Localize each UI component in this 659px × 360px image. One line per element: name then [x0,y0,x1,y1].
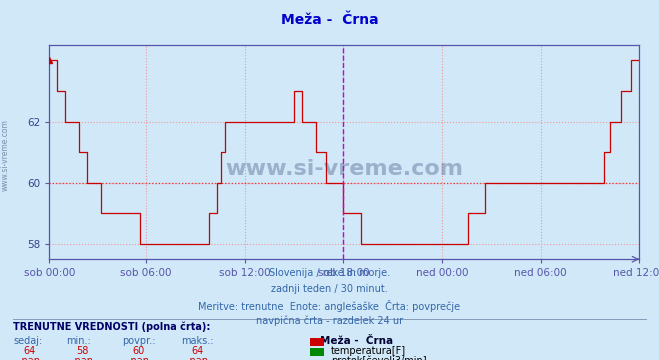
Text: Meritve: trenutne  Enote: anglešaške  Črta: povprečje: Meritve: trenutne Enote: anglešaške Črta… [198,300,461,312]
Text: min.:: min.: [66,336,91,346]
Text: www.si-vreme.com: www.si-vreme.com [1,119,10,191]
Text: -nan: -nan [71,356,94,360]
Text: -nan: -nan [186,356,209,360]
Text: 64: 64 [192,346,204,356]
Text: Meža -  Črna: Meža - Črna [320,336,393,346]
Text: www.si-vreme.com: www.si-vreme.com [225,159,463,179]
Text: 64: 64 [24,346,36,356]
Text: -nan: -nan [18,356,41,360]
Text: temperatura[F]: temperatura[F] [331,346,406,356]
Text: 60: 60 [132,346,144,356]
Text: maks.:: maks.: [181,336,214,346]
Text: Meža -  Črna: Meža - Črna [281,13,378,27]
Text: zadnji teden / 30 minut.: zadnji teden / 30 minut. [271,284,388,294]
Text: pretok[čevelj3/min]: pretok[čevelj3/min] [331,356,426,360]
Text: 58: 58 [76,346,88,356]
Text: povpr.:: povpr.: [122,336,156,346]
Text: navpična črta - razdelek 24 ur: navpična črta - razdelek 24 ur [256,316,403,326]
Text: sedaj:: sedaj: [13,336,42,346]
Text: TRENUTNE VREDNOSTI (polna črta):: TRENUTNE VREDNOSTI (polna črta): [13,321,211,332]
Text: Slovenija / reke in morje.: Slovenija / reke in morje. [269,268,390,278]
Text: -nan: -nan [127,356,150,360]
